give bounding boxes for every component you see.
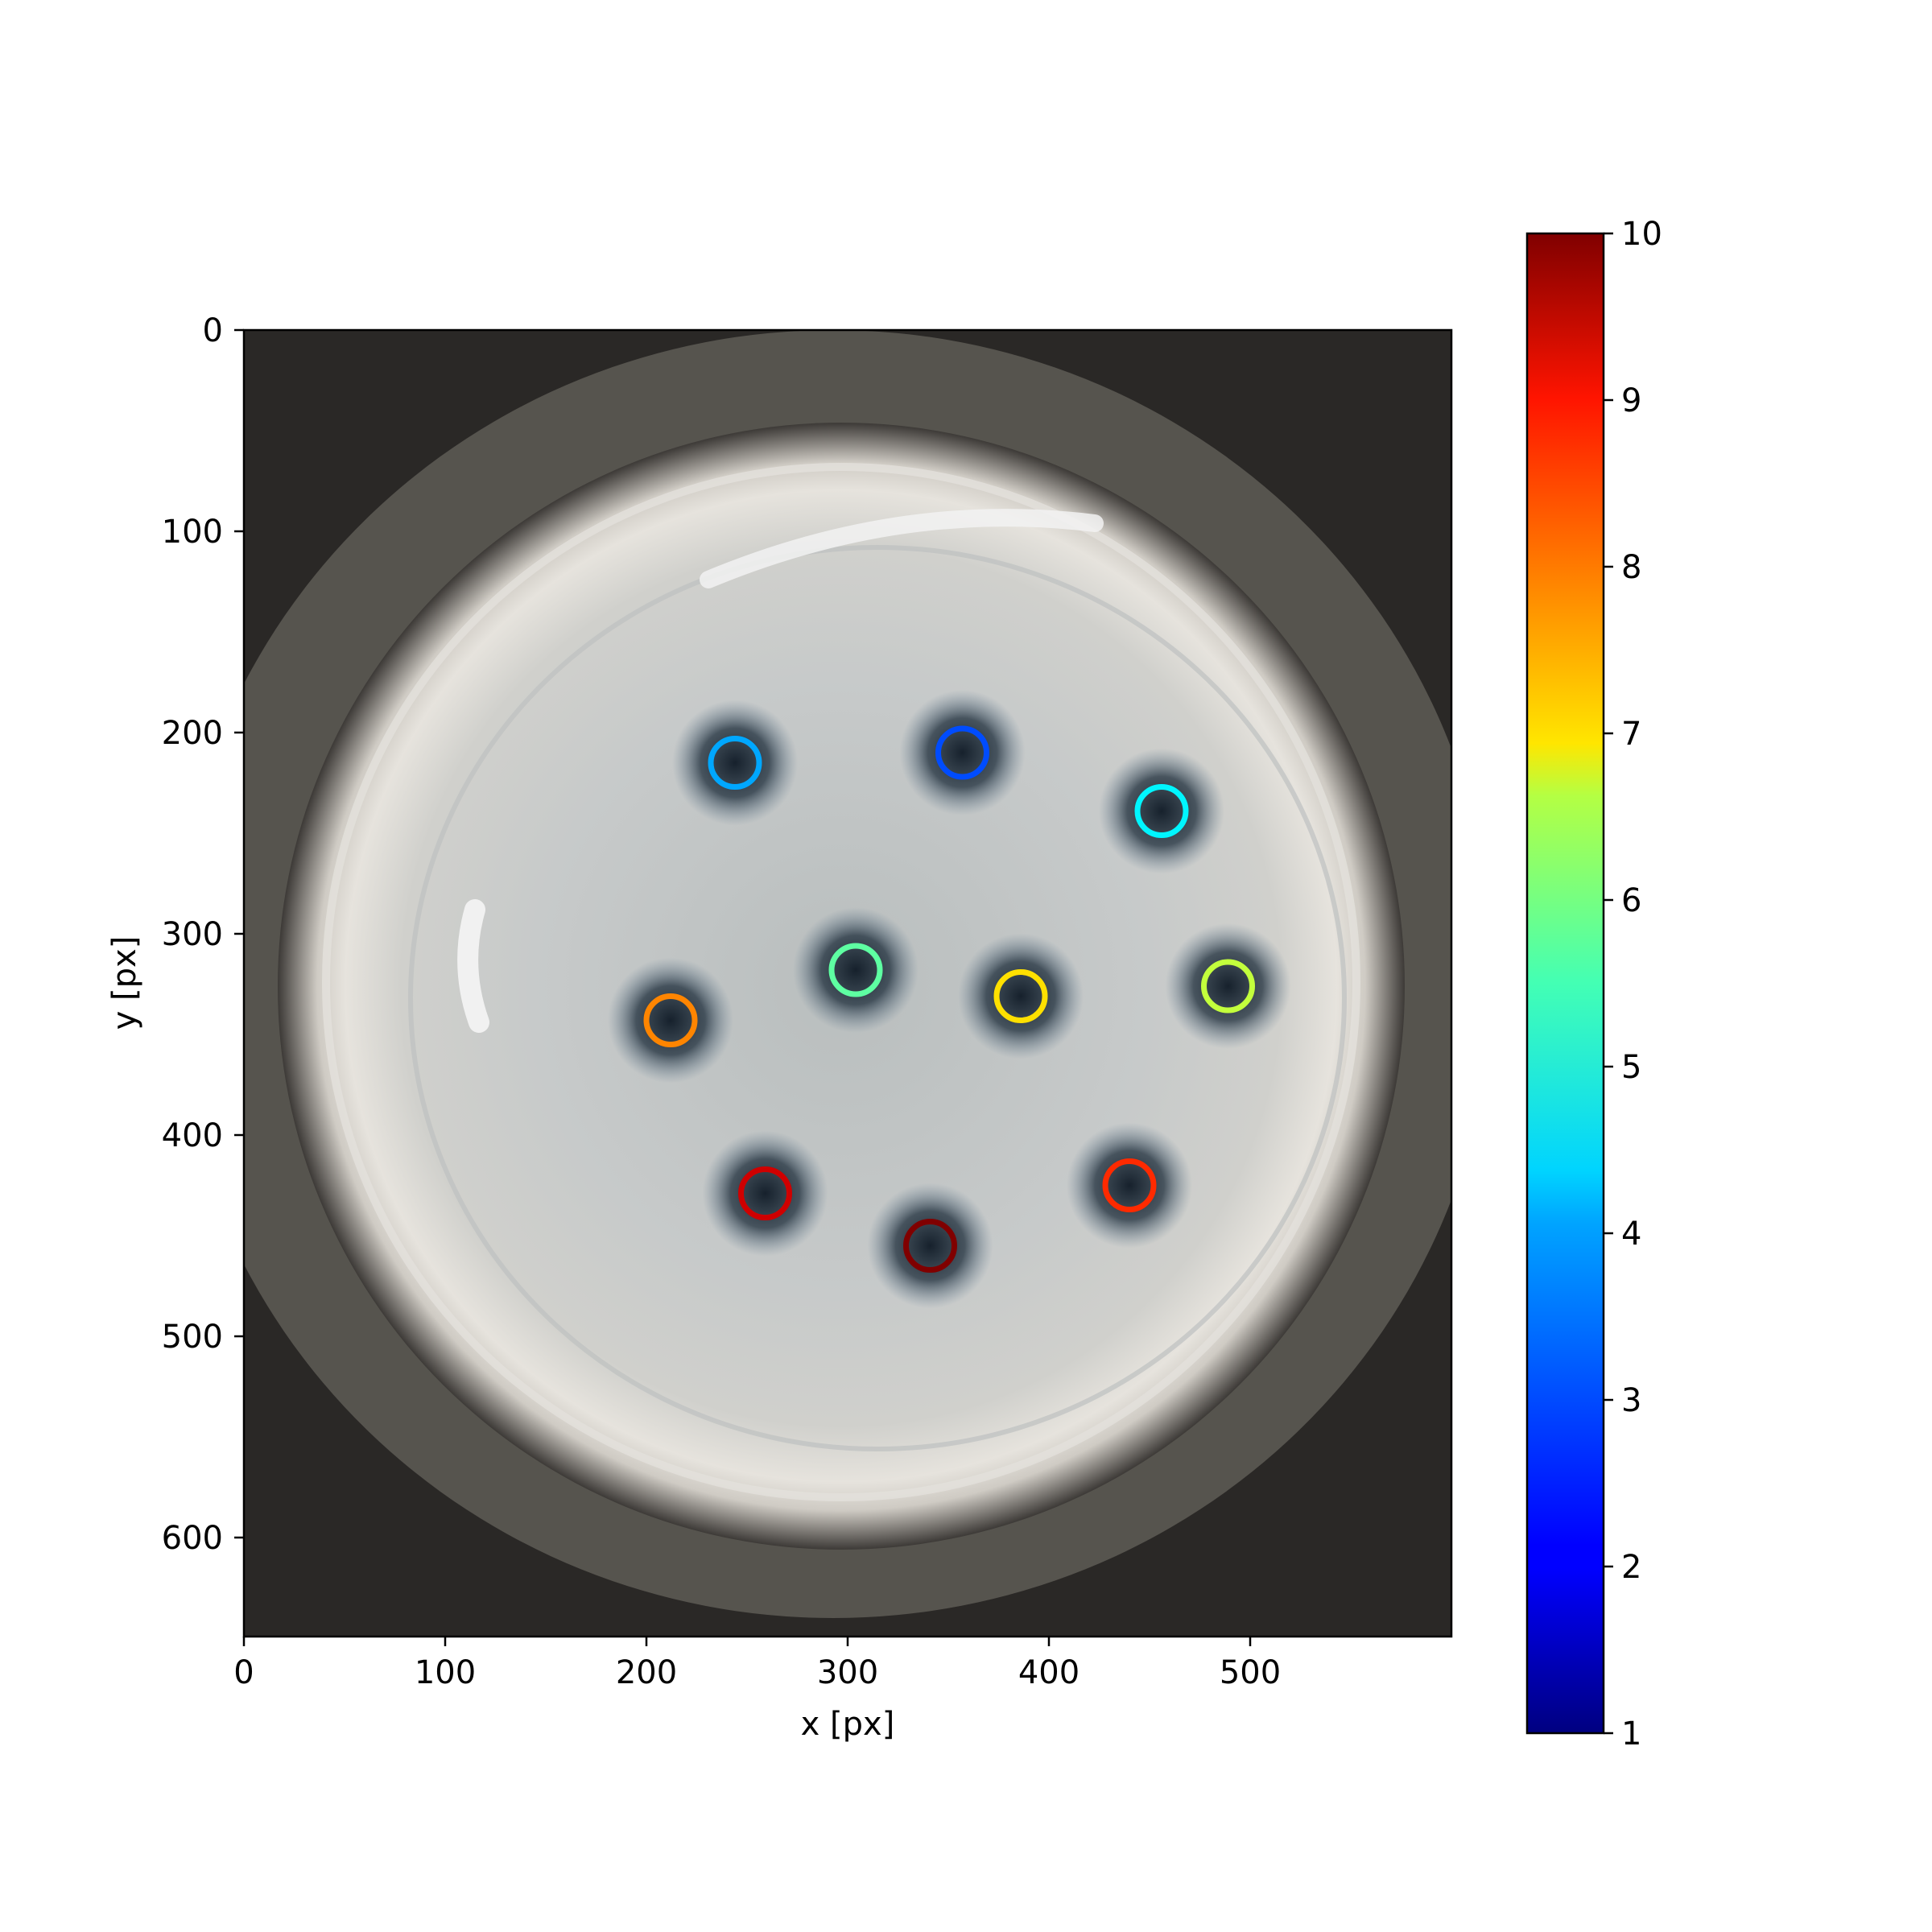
y-tick-label: 600 — [162, 1520, 223, 1557]
dish-spot — [899, 690, 1026, 815]
background-photo — [244, 330, 1451, 1637]
dish-spot — [608, 957, 733, 1084]
marker-ring — [1134, 784, 1189, 838]
colorbar-tick-label: 3 — [1621, 1382, 1641, 1419]
marker-ring — [993, 969, 1048, 1023]
x-tick-label: 300 — [817, 1654, 878, 1691]
y-tick-label: 400 — [162, 1117, 223, 1154]
dish-spot — [1099, 748, 1224, 874]
marker-ring — [738, 1166, 792, 1220]
y-tick-label: 100 — [162, 514, 223, 551]
x-tick-label: 500 — [1220, 1654, 1281, 1691]
marker-ring — [708, 736, 762, 790]
marker-ring — [643, 993, 698, 1047]
marker-ring — [828, 943, 883, 997]
colorbar-tick-label: 10 — [1621, 216, 1662, 253]
colorbar-tick-label: 5 — [1621, 1049, 1641, 1086]
x-axis: 0 100 200 300 400 500 — [233, 1637, 1281, 1691]
colorbar-tick-label: 6 — [1621, 882, 1641, 919]
dish-spot — [672, 700, 798, 826]
colorbar-tick-label: 2 — [1621, 1549, 1641, 1586]
colorbar — [1525, 232, 1605, 1735]
y-axis-label: y [px] — [106, 936, 143, 1030]
y-axis: 0 100 200 300 400 500 600 — [162, 312, 244, 1557]
dish-spot — [1067, 1122, 1192, 1249]
dish-spot — [867, 1183, 993, 1309]
y-tick-label: 0 — [203, 312, 223, 349]
y-tick-label: 200 — [162, 715, 223, 752]
marker-ring — [1201, 959, 1255, 1013]
marker-ring — [1102, 1158, 1157, 1212]
x-axis-label: x [px] — [801, 1706, 895, 1743]
colorbar-tick-label: 4 — [1621, 1216, 1641, 1253]
colorbar-tick-label: 1 — [1621, 1715, 1641, 1752]
dish-spot — [1165, 923, 1291, 1049]
x-tick-label: 400 — [1018, 1654, 1080, 1691]
y-tick-label: 500 — [162, 1319, 223, 1356]
marker-ring — [903, 1219, 957, 1273]
x-tick-label: 200 — [616, 1654, 677, 1691]
dish-spot — [702, 1130, 828, 1257]
x-tick-label: 0 — [233, 1654, 254, 1691]
dish-spot — [958, 933, 1084, 1059]
marker-ring — [935, 725, 989, 780]
x-tick-label: 100 — [415, 1654, 476, 1691]
colorbar-axis: 1 2 3 4 5 6 7 8 9 10 — [1604, 216, 1662, 1752]
y-tick-label: 300 — [162, 916, 223, 953]
dish-spot — [793, 907, 919, 1033]
point-markers — [643, 725, 1255, 1273]
colorbar-tick-label: 7 — [1621, 716, 1641, 753]
colorbar-tick-label: 9 — [1621, 382, 1641, 419]
colorbar-tick-label: 8 — [1621, 549, 1641, 586]
